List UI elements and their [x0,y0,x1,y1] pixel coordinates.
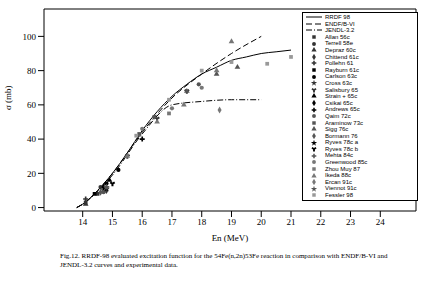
html-text:Ikeda 88c: Ikeda 88c [325,172,351,179]
html-text:Greenwood 85c: Greenwood 85c [325,159,368,166]
svg-text:σ (mb): σ (mb) [8,85,13,110]
html-text:Depraz 60c: Depraz 60c [325,47,356,53]
html-text:Salisbury 65: Salisbury 65 [325,86,358,93]
html-text:ENDF/B-VI: ENDF/B-VI [325,20,355,27]
html-text:Cross 63c: Cross 63c [325,79,352,86]
html-text:Fig.12. RRDF-98 evaluated exci: Fig.12. RRDF-98 evaluated excitation fun… [60,252,388,269]
html-text:Carlson 63c: Carlson 63c [325,73,357,80]
html-text:Ryves 78c b: Ryves 78c b [325,145,358,152]
svg-text:20: 20 [27,169,37,179]
html-text:Fessler 98: Fessler 98 [325,192,353,198]
svg-text:16: 16 [138,217,148,227]
svg-text:En (MeV): En (MeV) [212,233,249,243]
html-text:Andrews 65c: Andrews 65c [325,106,360,113]
html-text:Araminow 73c: Araminow 73c [325,119,363,126]
svg-text:100: 100 [23,32,37,42]
html-text:JENDL-3.2: JENDL-3.2 [325,27,355,34]
html-text:Chittend 61c: Chittend 61c [325,53,359,60]
html-text:RRDF 98: RRDF 98 [325,14,350,20]
svg-text:19: 19 [227,217,237,227]
html-text:Strain + 65c: Strain + 65c [325,93,358,100]
html-text:Csikai 65c: Csikai 65c [325,99,353,106]
html-text:Zhou Muy 87: Zhou Muy 87 [325,165,360,172]
svg-text:24: 24 [376,217,386,227]
html-text:Rayburn 61c: Rayburn 61c [325,66,359,73]
svg-text:22: 22 [316,217,325,227]
svg-text:15: 15 [108,217,118,227]
svg-text:80: 80 [27,66,37,76]
html-text:Bormann 76: Bormann 76 [325,132,358,139]
svg-text:21: 21 [287,217,296,227]
html-text:Terrell 58e: Terrell 58e [325,40,353,47]
html-text:Allan 56c: Allan 56c [325,33,350,40]
html-text:Pollehn 61: Pollehn 61 [325,60,354,67]
html-text:Ryves 78c a: Ryves 78c a [325,139,358,146]
svg-text:0: 0 [32,203,37,213]
html-text:Qaim 72c: Qaim 72c [325,112,351,119]
svg-text:20: 20 [257,217,267,227]
html-text:Viennot 91c: Viennot 91c [325,185,357,192]
svg-text:40: 40 [27,134,37,144]
svg-text:23: 23 [346,217,356,227]
svg-text:17: 17 [167,217,177,227]
html-text:Mehta 84c: Mehta 84c [325,152,353,159]
svg-text:18: 18 [197,217,207,227]
svg-text:14: 14 [78,217,88,227]
svg-text:60: 60 [27,100,37,110]
html-text:Ercan 91c: Ercan 91c [325,178,352,185]
html-text:Sigg 76c: Sigg 76c [325,126,349,133]
